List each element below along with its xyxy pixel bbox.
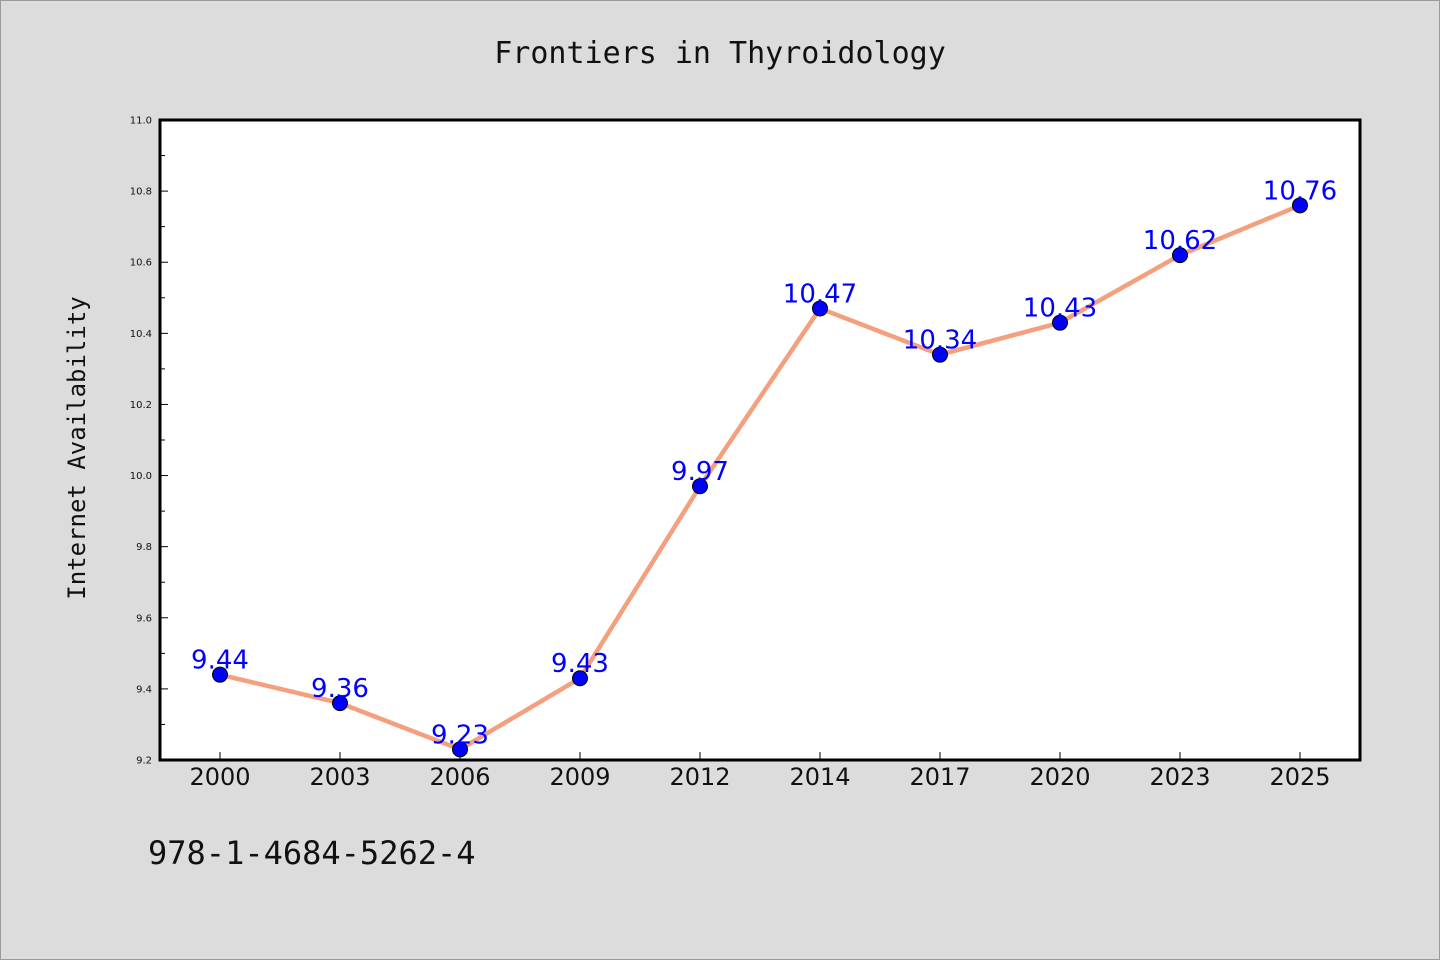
data-point [572,670,588,687]
series-line [217,203,1303,752]
data-label: 9.97 [671,457,729,487]
data-point [452,741,468,758]
plot-area [158,118,1362,762]
y-tick-label: 10.4 [130,329,152,340]
y-tick-label: 10.0 [130,471,152,482]
y-tick-label: 10.8 [130,187,152,198]
x-tick-label: 2014 [789,763,850,791]
data-point [1052,314,1068,331]
y-tick-label: 11.0 [130,116,152,127]
x-axis: 2000 2003 2006 2009 2012 2014 2017 2020 2023 2025 [189,752,1331,791]
data-point [1172,247,1188,264]
data-point [332,695,348,712]
data-label: 10.76 [1263,176,1337,206]
data-point [1292,197,1308,214]
isbn-text: 978-1-4684-5262-4 [148,834,476,872]
data-label: 9.36 [311,674,369,704]
data-label: 9.23 [431,720,489,750]
series-layer [212,197,1308,758]
x-tick-label: 2025 [1269,763,1330,791]
data-labels: 9.44 9.36 9.23 9.43 9.97 10.47 10.34 10.43 10.62… [191,176,1337,750]
x-tick-label: 2012 [669,763,730,791]
x-tick-label: 2003 [309,763,370,791]
data-label: 9.43 [551,649,609,679]
y-tick-label: 10.6 [130,258,152,269]
x-tick-label: 2009 [549,763,610,791]
y-axis-label: Internet Availability [63,296,91,599]
data-point [692,478,708,495]
data-label: 10.47 [783,279,857,309]
chart-title: Frontiers in Thyroidology [494,36,946,71]
y-tick-label: 10.2 [130,400,152,411]
y-tick-label: 9.8 [136,542,152,553]
y-tick-label: 9.2 [136,756,152,767]
data-label: 10.43 [1023,294,1097,324]
data-label: 10.34 [903,326,977,356]
x-tick-label: 2023 [1149,763,1210,791]
x-tick-label: 2020 [1029,763,1090,791]
y-tick-label: 9.6 [136,613,152,624]
data-point [812,300,828,317]
data-point [212,666,228,683]
x-tick-label: 2006 [429,763,490,791]
data-label: 9.44 [191,646,249,676]
x-tick-label: 2000 [189,763,250,791]
data-point [932,346,948,363]
x-tick-label: 2017 [909,763,970,791]
y-axis: 9.2 9.4 9.6 9.8 10.0 10.2 10.4 10.6 10.8 11.0 [130,116,168,767]
data-label: 10.62 [1143,226,1217,256]
y-tick-label: 9.4 [136,684,152,695]
